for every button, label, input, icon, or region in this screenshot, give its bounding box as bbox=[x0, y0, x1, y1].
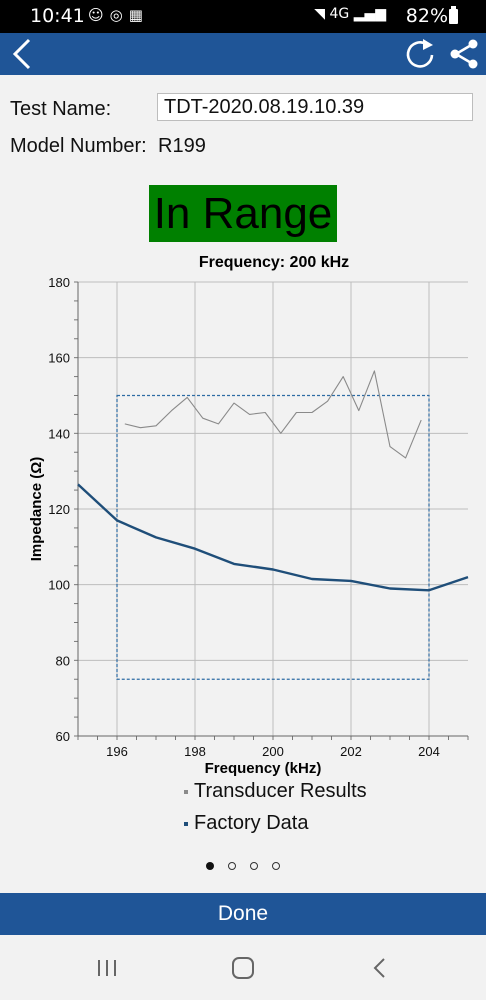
y-tick-label: 100 bbox=[48, 578, 70, 593]
x-tick-label: 196 bbox=[106, 744, 128, 759]
model-number-value: R199 bbox=[158, 135, 206, 157]
recents-icon[interactable] bbox=[87, 955, 127, 981]
app-bar bbox=[0, 33, 486, 75]
notification-icons: ☺◎▦ bbox=[88, 6, 149, 24]
y-tick-label: 140 bbox=[48, 426, 70, 441]
done-button[interactable]: Done bbox=[0, 893, 486, 935]
home-icon[interactable] bbox=[223, 955, 263, 981]
page-dot[interactable] bbox=[250, 862, 258, 870]
x-tick-label: 198 bbox=[184, 744, 206, 759]
y-tick-label: 80 bbox=[56, 653, 70, 668]
share-icon[interactable] bbox=[446, 33, 482, 75]
x-tick-label: 202 bbox=[340, 744, 362, 759]
signal-icon: ◥ 4G ▂▄▆ bbox=[314, 6, 386, 22]
page-dot[interactable] bbox=[206, 862, 214, 870]
system-nav-bar bbox=[0, 935, 486, 1000]
y-tick-label: 60 bbox=[56, 729, 70, 744]
legend-label-factory: Factory Data bbox=[194, 812, 309, 834]
y-tick-label: 180 bbox=[48, 275, 70, 290]
model-number-label: Model Number: bbox=[10, 135, 147, 157]
legend-swatch-factory bbox=[184, 821, 188, 826]
status-badge: In Range bbox=[149, 185, 337, 242]
app-icon: ▦ bbox=[128, 6, 149, 24]
y-tick-label: 160 bbox=[48, 351, 70, 366]
y-tick-label: 120 bbox=[48, 502, 70, 517]
test-name-label: Test Name: bbox=[10, 98, 112, 120]
nav-back-icon[interactable] bbox=[360, 955, 400, 981]
page-indicator bbox=[0, 857, 486, 875]
refresh-icon[interactable] bbox=[402, 33, 440, 75]
legend-transducer-results: Transducer Results bbox=[184, 780, 367, 803]
chart-title: Frequency: 200 kHz bbox=[198, 254, 350, 271]
y-axis-label: Impedance (Ω) bbox=[28, 457, 45, 562]
sync-icon: ◎ bbox=[109, 6, 129, 24]
series-line-transducer-results bbox=[124, 370, 422, 459]
legend-swatch-transducer bbox=[184, 789, 188, 794]
status-bar: 10:41 ☺◎▦ ◥ 4G ▂▄▆ 82% bbox=[0, 0, 486, 33]
acceptable-range-box bbox=[116, 394, 430, 680]
legend-factory-data: Factory Data bbox=[184, 812, 308, 835]
status-time: 10:41 bbox=[30, 5, 85, 27]
battery-percent: 82% bbox=[405, 5, 448, 27]
back-arrow-icon[interactable] bbox=[6, 33, 38, 75]
page-dot[interactable] bbox=[228, 862, 236, 870]
person-icon: ☺ bbox=[88, 6, 110, 24]
cell-signal-icon: ▂▄▆ bbox=[353, 6, 386, 22]
network-type: 4G bbox=[329, 6, 350, 22]
battery-icon bbox=[449, 6, 458, 24]
x-tick-label: 200 bbox=[262, 744, 284, 759]
x-tick-label: 204 bbox=[418, 744, 440, 759]
series-line-factory-data bbox=[77, 483, 469, 592]
wifi-icon: ◥ bbox=[314, 6, 326, 22]
legend-label-transducer: Transducer Results bbox=[194, 780, 367, 802]
x-axis-label: Frequency (kHz) bbox=[205, 760, 322, 777]
page-dot[interactable] bbox=[272, 862, 280, 870]
test-name-input[interactable] bbox=[157, 93, 473, 121]
